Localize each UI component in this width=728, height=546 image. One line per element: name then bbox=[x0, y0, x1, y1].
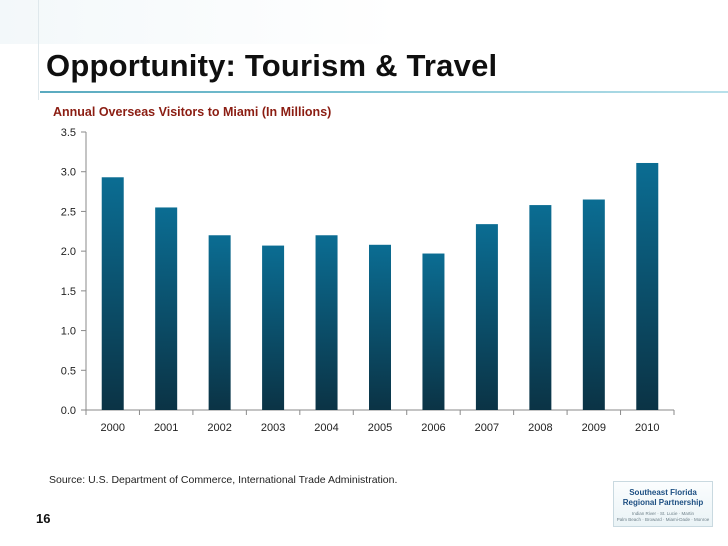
bar-2009 bbox=[582, 199, 605, 410]
x-tick-label: 2010 bbox=[635, 422, 659, 434]
source-note: Source: U.S. Department of Commerce, Int… bbox=[49, 474, 398, 486]
bar-2008 bbox=[529, 205, 552, 410]
bar-2007 bbox=[475, 224, 498, 410]
x-tick-label: 2001 bbox=[154, 422, 178, 434]
logo-tagline-1: Indian River · St. Lucie · Martin bbox=[631, 511, 695, 516]
x-tick-label: 2009 bbox=[582, 422, 606, 434]
bar-2002 bbox=[208, 235, 231, 410]
bar-2003 bbox=[262, 245, 285, 410]
x-tick-label: 2005 bbox=[368, 422, 392, 434]
y-tick-label: 2.5 bbox=[61, 206, 76, 218]
bar-2010 bbox=[636, 162, 659, 410]
x-tick-label: 2000 bbox=[100, 422, 124, 434]
y-tick-label: 2.0 bbox=[61, 246, 76, 258]
y-tick-label: 3.0 bbox=[61, 167, 76, 179]
x-tick-label: 2007 bbox=[475, 422, 499, 434]
x-tick-label: 2002 bbox=[207, 422, 231, 434]
bars bbox=[101, 162, 659, 410]
bar-2005 bbox=[369, 244, 391, 410]
bar-2006 bbox=[422, 253, 445, 410]
y-tick-label: 0.0 bbox=[61, 405, 76, 417]
slide-number: 16 bbox=[36, 511, 51, 526]
title-underline bbox=[40, 91, 728, 93]
y-tick-label: 1.5 bbox=[61, 286, 76, 298]
decorative-vertical-line bbox=[38, 0, 39, 100]
x-tick-label: 2003 bbox=[261, 422, 285, 434]
logo-line-2: Regional Partnership bbox=[622, 498, 704, 507]
x-tick-label: 2004 bbox=[314, 422, 338, 434]
chart-title: Annual Overseas Visitors to Miami (In Mi… bbox=[53, 105, 332, 119]
y-axis: 0.0 0.5 1.0 1.5 2.0 2.5 3.0 3.5 bbox=[61, 127, 87, 417]
header-band bbox=[0, 0, 728, 44]
y-tick-label: 0.5 bbox=[61, 365, 76, 377]
bar-2004 bbox=[315, 235, 338, 410]
x-tick-label: 2006 bbox=[421, 422, 445, 434]
logo-tagline-2: Palm Beach · Broward · Miami-Dade · Monr… bbox=[616, 517, 710, 522]
slide-title: Opportunity: Tourism & Travel bbox=[46, 48, 498, 83]
bar-2000 bbox=[101, 177, 124, 410]
x-axis: 2000 2001 2002 2003 2004 2005 2006 2007 2008 2009… bbox=[85, 409, 675, 434]
y-tick-label: 3.5 bbox=[61, 127, 76, 139]
logo-line-1: Southeast Florida bbox=[629, 488, 697, 497]
y-tick-label: 1.0 bbox=[61, 326, 76, 338]
x-tick-label: 2008 bbox=[528, 422, 552, 434]
partnership-logo: Southeast Florida Regional Partnership I… bbox=[613, 481, 713, 527]
bar-2001 bbox=[155, 207, 178, 410]
